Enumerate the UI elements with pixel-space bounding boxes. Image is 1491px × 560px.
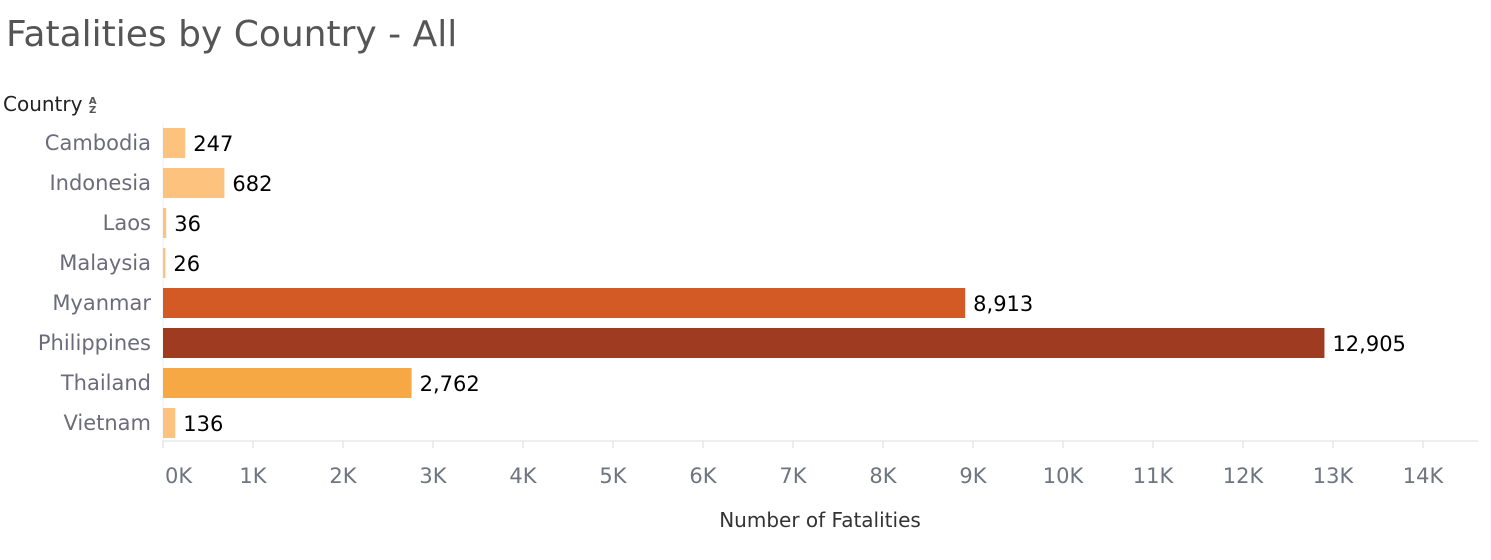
x-tick-label: 11K	[1133, 464, 1175, 488]
x-tick-label: 1K	[239, 464, 267, 488]
value-label: 8,913	[973, 292, 1033, 316]
category-label: Laos	[103, 211, 151, 235]
x-tick-label: 10K	[1043, 464, 1085, 488]
x-axis-title: Number of Fatalities	[719, 508, 921, 532]
category-label: Malaysia	[59, 251, 151, 275]
x-tick-label: 12K	[1223, 464, 1265, 488]
category-label: Cambodia	[45, 131, 151, 155]
bar-cambodia	[163, 128, 186, 158]
x-tick-label: 6K	[689, 464, 717, 488]
chart-title: Fatalities by Country - All	[6, 14, 458, 55]
row-header-label: Country	[3, 92, 83, 116]
category-label: Thailand	[60, 371, 151, 395]
x-tick-label: 5K	[599, 464, 627, 488]
bar-philippines	[163, 328, 1325, 358]
x-tick-label: 9K	[959, 464, 987, 488]
value-label: 136	[183, 412, 223, 436]
x-tick-label: 8K	[869, 464, 897, 488]
bar-malaysia	[163, 248, 166, 278]
category-label: Myanmar	[52, 291, 151, 315]
x-tick-label: 3K	[419, 464, 447, 488]
value-label: 12,905	[1332, 332, 1405, 356]
bar-indonesia	[163, 168, 225, 198]
bar-myanmar	[163, 288, 966, 318]
x-tick-label: 0K	[165, 464, 193, 488]
x-tick-label: 2K	[329, 464, 357, 488]
value-label: 247	[193, 132, 233, 156]
bar-vietnam	[163, 408, 176, 438]
category-label: Indonesia	[49, 171, 151, 195]
value-label: 2,762	[420, 372, 480, 396]
value-label: 36	[174, 212, 201, 236]
category-label: Philippines	[38, 331, 151, 355]
value-label: 26	[173, 252, 200, 276]
x-tick-label: 13K	[1313, 464, 1355, 488]
bar-thailand	[163, 368, 412, 398]
x-tick-label: 7K	[779, 464, 807, 488]
bar-laos	[163, 208, 167, 238]
x-tick-label: 4K	[509, 464, 537, 488]
x-tick-label: 14K	[1403, 464, 1445, 488]
category-label: Vietnam	[63, 411, 151, 435]
value-label: 682	[232, 172, 272, 196]
